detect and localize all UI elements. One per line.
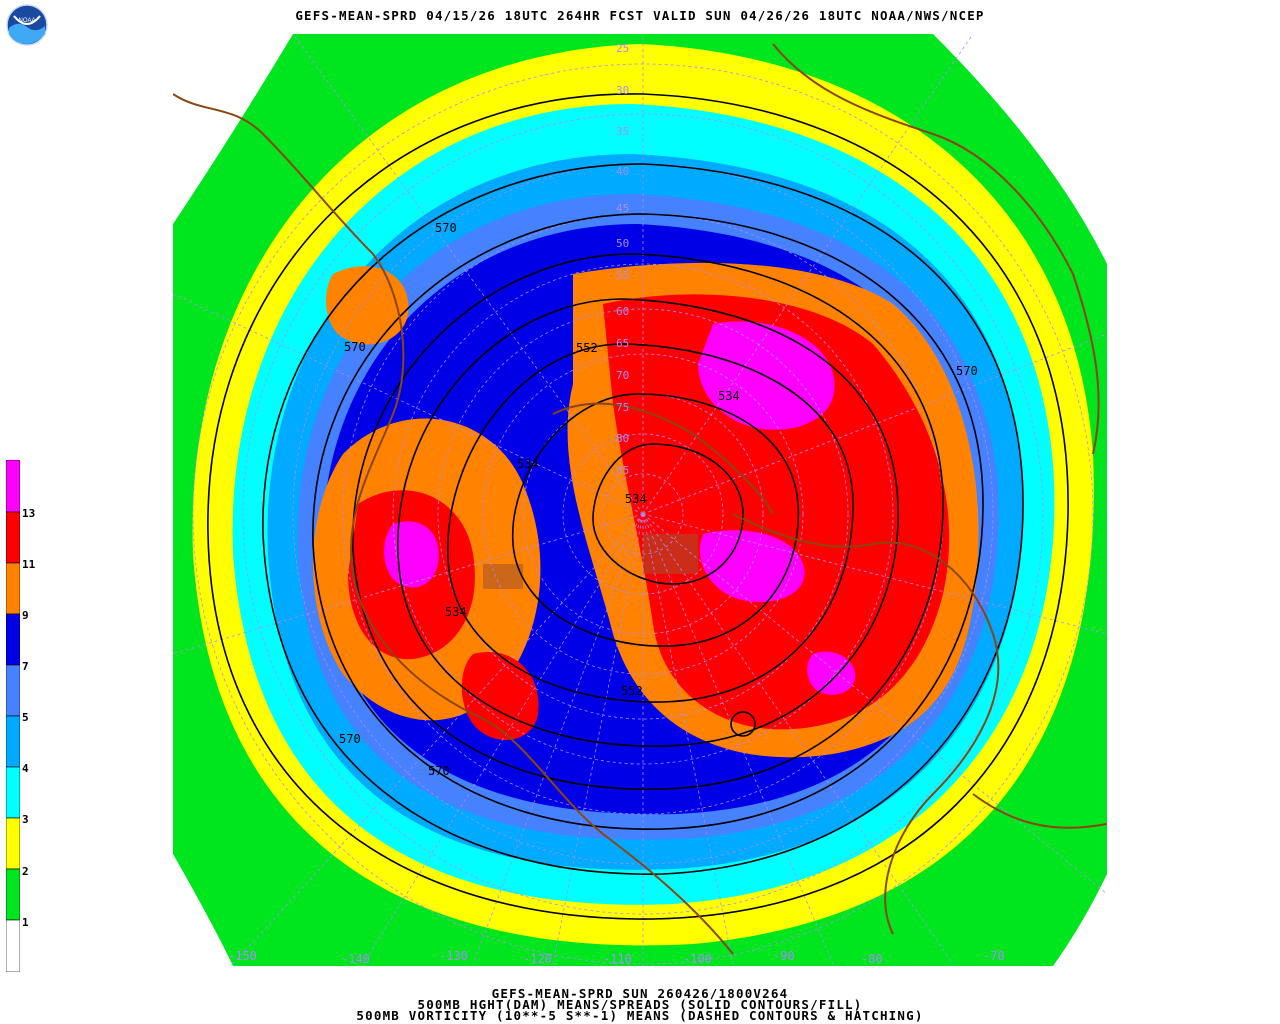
- spread-fill-9: [326, 266, 409, 345]
- lat-label: 30: [616, 84, 629, 97]
- longitude-labels: -150 -140 -130 -120 -110 -100 -90 -80 -7…: [228, 949, 1005, 966]
- spread-fill-13: [699, 530, 805, 603]
- lat-label: 60: [616, 305, 629, 318]
- lon-label: -80: [861, 952, 883, 966]
- contour-label: 534: [517, 457, 539, 471]
- footer-line-2: 500MB HGHT(DAM) MEANS/SPREADS (SOLID CON…: [417, 997, 863, 1012]
- low-spread-region: [173, 34, 293, 224]
- latitude-labels: 25 30 35 40 45 50 55 60 65 70 75 80 85: [616, 42, 629, 477]
- vorticity-hatching: [483, 564, 523, 589]
- contour-label: 570: [339, 732, 361, 746]
- color-legend: [6, 460, 20, 972]
- contour-label: 552: [576, 341, 598, 355]
- legend-label: 13: [22, 507, 36, 520]
- legend-label: 7: [22, 660, 29, 673]
- low-spread-region: [1053, 874, 1107, 966]
- low-spread-region: [173, 854, 233, 966]
- legend-label: 9: [22, 609, 29, 622]
- lon-label: -70: [983, 949, 1005, 963]
- spread-fill-13: [384, 521, 439, 588]
- spread-fill-13: [807, 651, 856, 695]
- legend-label: 4: [22, 762, 29, 775]
- lat-label: 25: [616, 42, 629, 55]
- legend-label: 5: [22, 711, 29, 724]
- low-spread-region: [933, 34, 1107, 264]
- contour-label: 552: [621, 684, 643, 698]
- contour-label: 570: [344, 340, 366, 354]
- contour-label: 534: [625, 492, 647, 506]
- graticule: [173, 34, 1107, 966]
- legend-label: 3: [22, 813, 29, 826]
- contour-label: 570: [956, 364, 978, 378]
- lon-label: -110: [603, 952, 632, 966]
- lat-label: 85: [616, 464, 629, 477]
- logo-text: NOAA: [18, 18, 35, 24]
- lat-label: 75: [616, 401, 629, 414]
- lon-label: -120: [523, 952, 552, 966]
- lat-label: 80: [616, 432, 629, 445]
- legend-label: 11: [22, 558, 36, 571]
- lat-label: 55: [616, 269, 629, 282]
- lat-label: 50: [616, 237, 629, 250]
- coastlines: [173, 43, 1107, 955]
- noaa-logo: NOAA: [6, 4, 48, 46]
- contour-label: 534: [718, 389, 740, 403]
- contour-label: 570: [428, 764, 450, 778]
- lat-label: 35: [616, 125, 629, 138]
- lat-label: 45: [616, 202, 629, 215]
- lat-label: 65: [616, 337, 629, 350]
- lon-label: -100: [683, 952, 712, 966]
- height-contours: [207, 93, 1069, 920]
- lat-label: 40: [616, 165, 629, 178]
- lon-label: -140: [341, 952, 370, 966]
- forecast-map: 25 30 35 40 45 50 55 60 65 70 75 80 85 -…: [173, 34, 1107, 966]
- lon-label: -150: [228, 949, 257, 963]
- footer-line-3: 500MB VORTICITY (10**-5 S**-1) MEANS (DA…: [356, 1008, 924, 1023]
- chart-title: GEFS-MEAN-SPRD 04/15/26 18UTC 264HR FCST…: [295, 8, 985, 23]
- lon-label: -130: [439, 949, 468, 963]
- footer-line-1: GEFS-MEAN-SPRD SUN 260426/1800V264: [491, 986, 789, 1001]
- legend-label: 1: [22, 916, 29, 929]
- contour-labels: 570 570 552 534 534 534 570 534 552 570 …: [339, 221, 978, 778]
- lon-label: -90: [773, 949, 795, 963]
- contour-label: 534: [445, 605, 467, 619]
- contour-label: 570: [435, 221, 457, 235]
- legend-label: 2: [22, 865, 29, 878]
- lat-label: 70: [616, 369, 629, 382]
